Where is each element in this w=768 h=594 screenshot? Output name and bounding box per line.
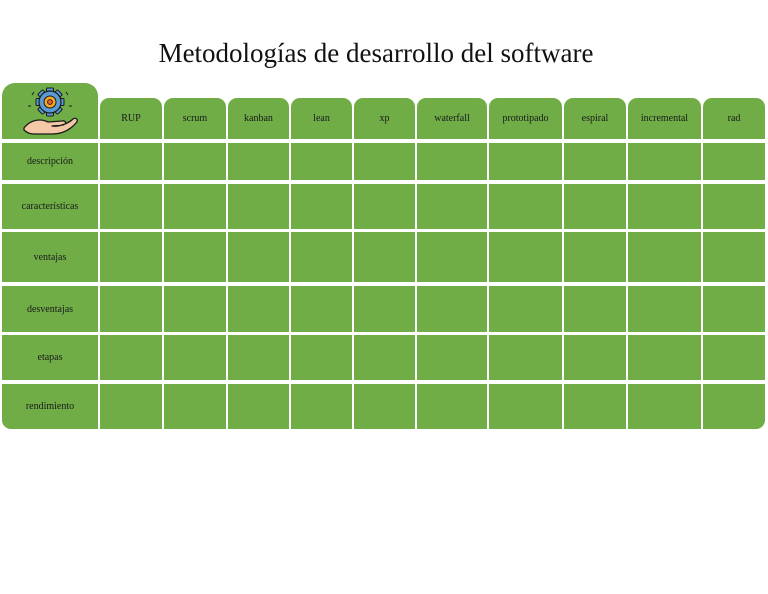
header-cell-waterfall: waterfall <box>417 98 487 139</box>
table-cell <box>628 335 701 380</box>
corner-icon-cell <box>2 83 98 139</box>
table-cell <box>703 143 765 180</box>
table-cell <box>628 143 701 180</box>
table-cell <box>228 286 289 332</box>
column-label: incremental <box>640 113 689 124</box>
table-cell <box>489 335 562 380</box>
row-header-cell: características <box>2 184 98 229</box>
table-cell <box>564 286 626 332</box>
row-label: características <box>21 201 79 212</box>
header-cell-xp: xp <box>354 98 415 139</box>
table-cell <box>703 184 765 229</box>
column-label: prototipado <box>502 113 549 124</box>
row-label: rendimiento <box>25 401 75 412</box>
table-cell <box>489 143 562 180</box>
column-label: kanban <box>244 113 273 124</box>
table-cell <box>164 232 226 282</box>
row-label: ventajas <box>33 251 67 263</box>
table-cell <box>489 286 562 332</box>
row-label: descripción <box>26 156 74 167</box>
row-header-cell: desventajas <box>2 286 98 332</box>
table-cell <box>564 335 626 380</box>
column-label: scrum <box>182 113 208 124</box>
table-cell <box>291 384 352 429</box>
table-cell <box>564 184 626 229</box>
table-cell <box>354 232 415 282</box>
table-cell <box>628 232 701 282</box>
table-cell <box>291 184 352 229</box>
column-label: rad <box>727 113 741 124</box>
table-cell <box>100 184 162 229</box>
table-cell <box>703 335 765 380</box>
table-cell <box>417 184 487 229</box>
header-cell-rad: rad <box>703 98 765 139</box>
table-cell <box>354 143 415 180</box>
column-label: xp <box>379 113 390 124</box>
header-cell-incremental: incremental <box>628 98 701 139</box>
table-cell <box>489 184 562 229</box>
table-cell <box>291 143 352 180</box>
table-cell <box>417 335 487 380</box>
table-cell <box>228 184 289 229</box>
table-cell <box>417 286 487 332</box>
table-cell <box>703 384 765 429</box>
header-cell-kanban: kanban <box>228 98 289 139</box>
row-label: desventajas <box>26 303 74 315</box>
table-cell <box>291 335 352 380</box>
table-cell <box>164 184 226 229</box>
table-cell <box>164 384 226 429</box>
row-header-cell: descripción <box>2 143 98 180</box>
row-label: etapas <box>37 352 63 363</box>
column-label: lean <box>313 113 330 124</box>
header-cell-espiral: espiral <box>564 98 626 139</box>
table-cell <box>100 335 162 380</box>
row-header-cell: etapas <box>2 335 98 380</box>
page-title: Metodologías de desarrollo del software <box>158 38 594 68</box>
table-cell <box>228 143 289 180</box>
table-cell <box>228 335 289 380</box>
column-label: waterfall <box>434 113 470 124</box>
gear-hand-icon <box>23 87 78 135</box>
table-cell <box>489 384 562 429</box>
table-cell <box>164 335 226 380</box>
table-cell <box>354 286 415 332</box>
table-cell <box>703 286 765 332</box>
table-cell <box>164 286 226 332</box>
table-cell <box>354 384 415 429</box>
column-label: espiral <box>581 113 609 124</box>
table-cell <box>417 143 487 180</box>
header-cell-rup: RUP <box>100 98 162 139</box>
table-cell <box>564 143 626 180</box>
table-cell <box>291 232 352 282</box>
table-cell <box>628 384 701 429</box>
header-cell-prototipado: prototipado <box>489 98 562 139</box>
table-cell <box>100 286 162 332</box>
table-cell <box>354 335 415 380</box>
table-cell <box>628 184 701 229</box>
table-cell <box>164 143 226 180</box>
table-cell <box>100 232 162 282</box>
row-header-cell: ventajas <box>2 232 98 282</box>
column-label: RUP <box>121 113 141 124</box>
table-cell <box>228 232 289 282</box>
table-cell <box>354 184 415 229</box>
table-cell <box>564 384 626 429</box>
table-cell <box>703 232 765 282</box>
table-cell <box>228 384 289 429</box>
table-cell <box>100 384 162 429</box>
table-cell <box>291 286 352 332</box>
header-cell-scrum: scrum <box>164 98 226 139</box>
table-cell <box>100 143 162 180</box>
table-cell <box>564 232 626 282</box>
table-cell <box>417 232 487 282</box>
table-cell <box>417 384 487 429</box>
table-cell <box>628 286 701 332</box>
table-cell <box>489 232 562 282</box>
row-header-cell: rendimiento <box>2 384 98 429</box>
header-cell-lean: lean <box>291 98 352 139</box>
methodology-table: RUP scrum kanban lean xp waterfall prototipado… <box>2 83 765 429</box>
